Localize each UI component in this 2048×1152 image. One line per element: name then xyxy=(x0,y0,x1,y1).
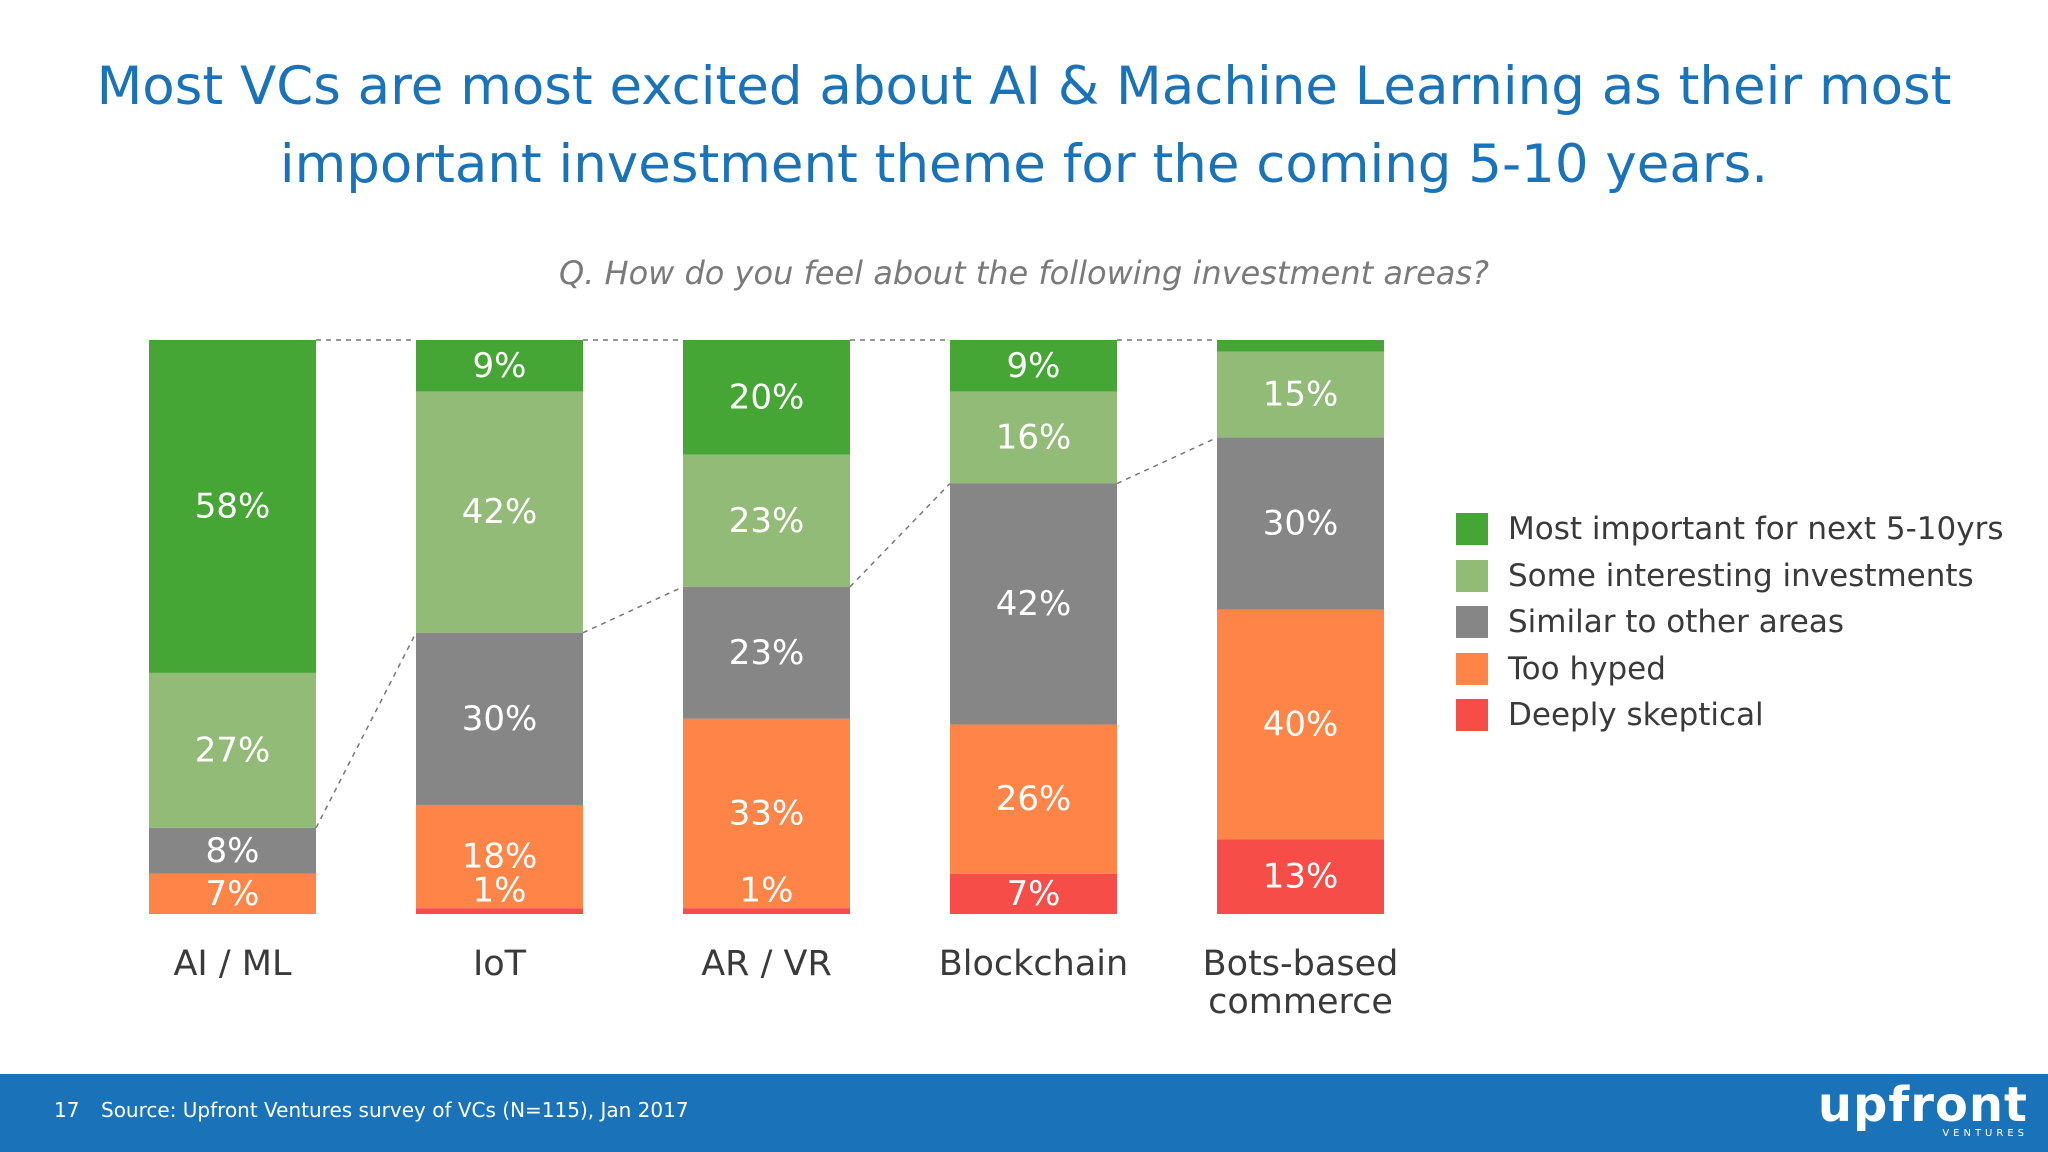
legend-item-too-hyped: Too hyped xyxy=(1456,646,2004,693)
chart-legend: Most important for next 5-10yrs Some int… xyxy=(1456,506,2004,739)
legend-swatch xyxy=(1456,513,1488,546)
logo-wordmark: upfront xyxy=(1817,1077,2028,1133)
data-label: 18% xyxy=(462,837,538,877)
source-note: Source: Upfront Ventures survey of VCs (… xyxy=(101,1098,689,1122)
bar-segment xyxy=(1217,437,1384,610)
legend-item-some-interesting: Some interesting investments xyxy=(1456,553,2004,600)
data-label: 58% xyxy=(195,486,271,526)
legend-label: Similar to other areas xyxy=(1508,604,1845,641)
data-label: 30% xyxy=(462,699,538,739)
data-label: 9% xyxy=(473,346,527,386)
legend-swatch xyxy=(1456,606,1488,639)
bar-segment xyxy=(950,483,1117,725)
data-label: 1% xyxy=(473,870,527,910)
upfront-logo: upfront VENTURES xyxy=(1818,1080,2028,1140)
data-label: 13% xyxy=(1263,857,1339,897)
category-label: Blockchain xyxy=(939,944,1128,984)
data-label: 40% xyxy=(1263,705,1339,745)
legend-label: Deeply skeptical xyxy=(1508,697,1764,734)
page-title: Most VCs are most excited about AI & Mac… xyxy=(0,48,2048,204)
bar-segment xyxy=(683,718,850,909)
legend-swatch xyxy=(1456,652,1488,685)
data-label: 26% xyxy=(996,779,1072,819)
data-label: 9% xyxy=(1007,346,1061,386)
data-label: 1% xyxy=(740,870,794,910)
bar-segment xyxy=(416,340,583,392)
bar-segment xyxy=(683,908,850,914)
survey-question: Q. How do you feel about the following i… xyxy=(558,254,1490,292)
bar-segment xyxy=(149,827,316,874)
page-number: 17 xyxy=(54,1098,80,1122)
data-label: 8% xyxy=(206,831,260,871)
category-label: Bots-based xyxy=(1203,944,1399,984)
category-label: commerce xyxy=(1208,982,1393,1022)
bar-segment xyxy=(950,391,1117,484)
bar-segment xyxy=(683,454,850,587)
data-label: 23% xyxy=(729,633,805,673)
bar-segment xyxy=(416,804,583,909)
data-label: 20% xyxy=(729,377,805,417)
stacked-bar-chart: 58%27%8%7%9%42%30%18%1%20%23%23%33%1%9%1… xyxy=(149,339,1399,1022)
connector-line xyxy=(315,632,417,829)
data-label: 30% xyxy=(1263,504,1339,544)
legend-swatch xyxy=(1456,559,1488,592)
legend-label: Most important for next 5-10yrs xyxy=(1508,511,2004,548)
bar-segment xyxy=(416,632,583,805)
bar-segment xyxy=(950,340,1117,392)
bar-segment xyxy=(683,340,850,455)
data-label: 42% xyxy=(996,584,1072,624)
legend-label: Too hyped xyxy=(1508,650,1666,687)
title-line-2: important investment theme for the comin… xyxy=(279,134,1769,195)
category-label: IoT xyxy=(473,944,527,984)
bar-segment xyxy=(416,391,583,633)
category-label: AI / ML xyxy=(173,944,292,984)
data-label: 7% xyxy=(206,874,260,914)
bar-segment xyxy=(416,908,583,914)
legend-swatch xyxy=(1456,699,1488,732)
bar-segment xyxy=(1217,340,1384,352)
data-label: 7% xyxy=(1007,874,1061,914)
data-label: 15% xyxy=(1263,375,1339,415)
legend-item-most-important: Most important for next 5-10yrs xyxy=(1456,506,2004,553)
logo-subtitle: VENTURES xyxy=(1942,1128,2028,1139)
bar-segment xyxy=(1217,609,1384,840)
bar-segment xyxy=(950,873,1117,914)
connector-line xyxy=(849,482,951,588)
bar-segment xyxy=(683,586,850,719)
bar-segment xyxy=(1217,839,1384,914)
legend-item-deeply-skeptical: Deeply skeptical xyxy=(1456,692,2004,739)
title-line-1: Most VCs are most excited about AI & Mac… xyxy=(96,56,1952,117)
bar-segment xyxy=(149,873,316,914)
data-label: 23% xyxy=(729,501,805,541)
bar-segment xyxy=(149,672,316,828)
bar-segment xyxy=(1217,351,1384,438)
footer-bar: 17 Source: Upfront Ventures survey of VC… xyxy=(0,1074,2048,1152)
connector-line xyxy=(1116,436,1218,485)
bar-segment xyxy=(950,724,1117,874)
data-label: 16% xyxy=(996,418,1072,458)
connector-line xyxy=(582,586,684,634)
bar-segment xyxy=(149,340,316,673)
category-label: AR / VR xyxy=(701,944,832,984)
data-label: 42% xyxy=(462,492,538,532)
data-label: 27% xyxy=(195,730,271,770)
legend-label: Some interesting investments xyxy=(1508,557,1974,594)
data-label: 33% xyxy=(729,794,805,834)
legend-item-similar: Similar to other areas xyxy=(1456,599,2004,646)
